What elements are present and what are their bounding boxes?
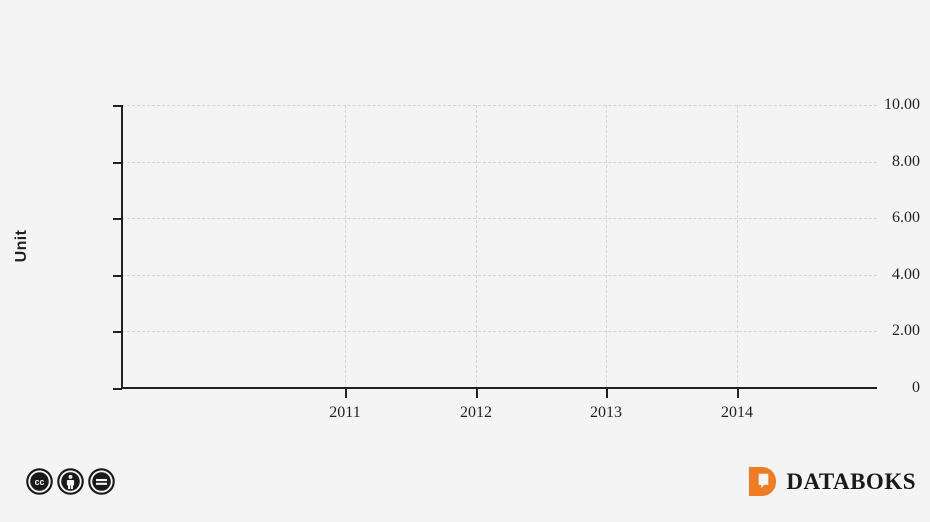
y-tick-label-0: 0: [912, 379, 920, 396]
x-tick-label-2014: 2014: [721, 404, 753, 421]
gridline-vertical-2014: [737, 105, 738, 388]
gridline-horizontal-6: [122, 218, 877, 220]
license-icon-group: cc: [26, 468, 115, 495]
y-tick-mark-8: [113, 161, 122, 164]
y-tick-label-4: 4.00: [892, 265, 920, 283]
x-tick-mark-2013: [606, 389, 608, 398]
y-tick-mark-6: [113, 218, 122, 221]
x-tick-label-2012: 2012: [460, 404, 492, 421]
x-tick-mark-2011: [345, 389, 347, 398]
x-tick-mark-2012: [476, 389, 478, 398]
x-axis-line: [121, 387, 877, 389]
gridline-vertical-2012: [476, 105, 477, 388]
databoks-logo-mark: [749, 467, 777, 496]
gridline-vertical-2013: [606, 105, 607, 388]
y-tick-mark-2: [113, 331, 122, 334]
x-tick-mark-2014: [737, 389, 739, 398]
y-tick-mark-10: [113, 105, 122, 107]
databoks-brand-text: DATABOKS: [786, 469, 916, 494]
x-tick-label-2013: 2013: [590, 404, 622, 421]
creative-commons-icon: cc: [26, 468, 53, 495]
x-tick-label-2011: 2011: [329, 404, 361, 421]
gridline-horizontal-8: [122, 161, 877, 163]
y-tick-mark-0: [113, 388, 122, 390]
gridline-vertical-2011: [345, 105, 346, 388]
y-tick-label-8: 8.00: [892, 152, 920, 170]
cc-nd-no-derivatives-icon: [88, 468, 115, 495]
gridline-horizontal-10: [122, 105, 877, 106]
cc-by-attribution-icon: [57, 468, 84, 495]
y-axis-line: [121, 105, 123, 389]
y-tick-label-6: 6.00: [892, 209, 920, 227]
databoks-brand-logo: DATABOKS: [748, 466, 916, 497]
y-axis-title: Unit: [13, 229, 30, 263]
y-tick-mark-4: [113, 274, 122, 277]
gridline-horizontal-4: [122, 274, 877, 276]
y-tick-label-10: 10.00: [884, 96, 920, 113]
gridline-horizontal-2: [122, 331, 877, 333]
plot-area: [122, 105, 877, 389]
svg-text:cc: cc: [35, 477, 45, 487]
y-tick-label-2: 2.00: [892, 322, 920, 340]
chart-footer: cc DATABOKS: [0, 455, 930, 522]
